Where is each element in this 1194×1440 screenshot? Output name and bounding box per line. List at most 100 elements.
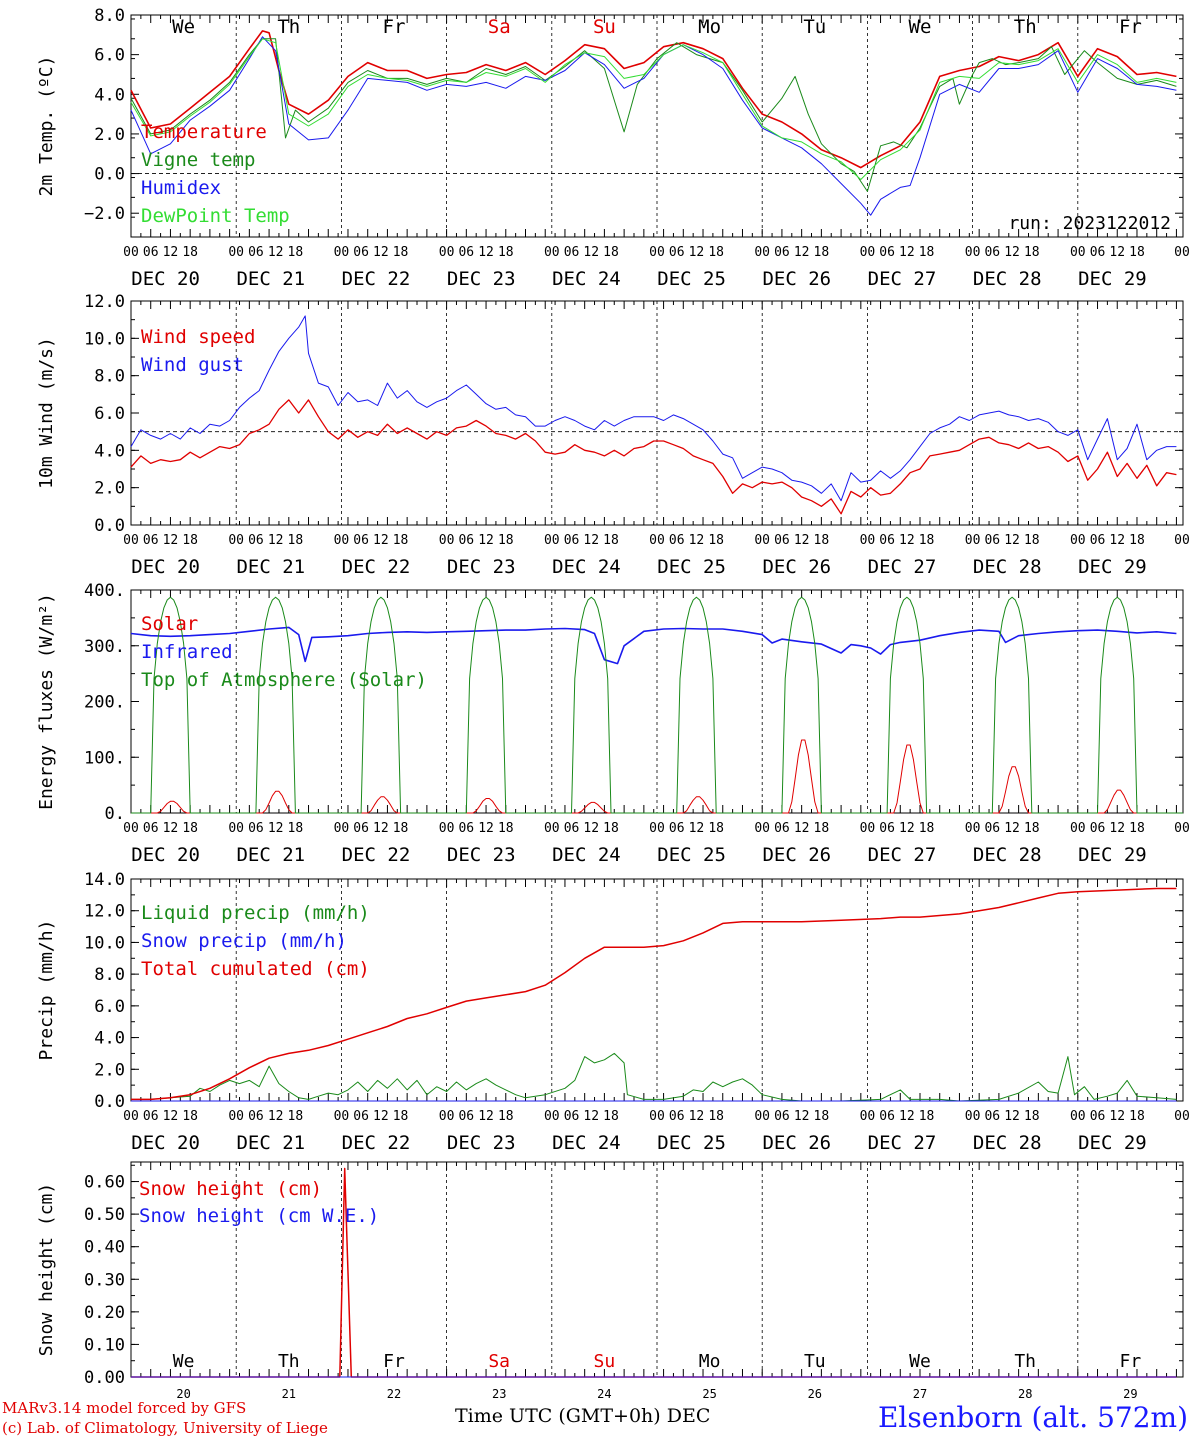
hour-tick-label: 18 [1129, 245, 1145, 260]
hour-tick-label: 06 [984, 533, 1000, 548]
hour-tick-label: 18 [708, 1109, 724, 1124]
hour-tick-label: 06 [143, 533, 159, 548]
hour-tick-label: 12 [794, 821, 810, 836]
hour-tick-label: 18 [393, 821, 409, 836]
hour-tick-label: 06 [458, 821, 474, 836]
hour-tick-label: 06 [774, 821, 790, 836]
hour-tick-label: 06 [143, 1109, 159, 1124]
day-label: DEC 24 [552, 1132, 621, 1154]
hour-tick-label: 12 [583, 245, 599, 260]
day-label: DEC 21 [236, 556, 305, 578]
hour-tick-label: 18 [919, 533, 935, 548]
weekday-label: Tu [803, 16, 826, 38]
hour-tick-label: 12 [268, 1109, 284, 1124]
weekday-label: Su [594, 1351, 616, 1372]
day-label: DEC 25 [657, 556, 726, 578]
weekday-label: We [172, 16, 195, 38]
hour-tick-label: 06 [1090, 1109, 1106, 1124]
y-tick-label: 4.0 [94, 1029, 125, 1049]
y-tick-label: 0.40 [84, 1238, 125, 1258]
hour-tick-label: 06 [984, 1109, 1000, 1124]
series-line [131, 1052, 1177, 1102]
weekday-label: We [909, 16, 932, 38]
day-label: DEC 27 [868, 844, 937, 866]
day-label: DEC 22 [342, 1132, 411, 1154]
hour-tick-label: 00 [439, 821, 455, 836]
y-axis-label: 10m Wind (m/s) [36, 337, 57, 489]
day-label: DEC 23 [447, 844, 516, 866]
x-axis-title: Time UTC (GMT+0h) DEC [455, 1405, 711, 1427]
run-annotation: run: 2023122012 [1008, 213, 1171, 234]
hour-tick-label: 12 [583, 1109, 599, 1124]
y-tick-label: 200. [84, 693, 125, 713]
hour-tick-label: 06 [458, 1109, 474, 1124]
day-label: DEC 21 [236, 1132, 305, 1154]
y-tick-label: 0. [105, 804, 125, 824]
weekday-label: Th [278, 1351, 300, 1372]
hour-tick-label: 00 [860, 821, 876, 836]
y-tick-label: 10.0 [84, 329, 125, 349]
y-tick-label: 10.0 [84, 933, 125, 953]
weekday-label: Su [593, 16, 616, 38]
day-label: DEC 27 [868, 1132, 937, 1154]
hour-tick-label: 18 [288, 821, 304, 836]
y-axis-label: Precip (mm/h) [36, 920, 57, 1061]
weekday-label: Fr [383, 1351, 405, 1372]
legend-entry: Snow height (cm W.E.) [139, 1205, 379, 1227]
y-tick-label: 0.20 [84, 1303, 125, 1323]
hour-tick-label: 18 [182, 821, 198, 836]
hour-tick-label: 12 [478, 1109, 494, 1124]
hour-tick-label: 18 [814, 245, 830, 260]
day-label: DEC 20 [131, 268, 200, 290]
hour-tick-label: 12 [689, 821, 705, 836]
y-tick-label: 4.0 [94, 441, 125, 461]
y-axis-label: 2m Temp. (ºC) [36, 56, 57, 197]
hour-tick-label: 00 [334, 533, 350, 548]
hour-tick-label: 18 [498, 533, 514, 548]
hour-tick-label: 00 [334, 245, 350, 260]
hour-tick-label: 00 [965, 533, 981, 548]
weekday-label: Fr [1120, 1351, 1142, 1372]
hour-tick-label: 06 [458, 245, 474, 260]
hour-tick-label: 18 [393, 533, 409, 548]
y-tick-label: 6.0 [94, 46, 125, 66]
hour-tick-label: 00 [965, 1109, 981, 1124]
day-label: DEC 24 [552, 268, 621, 290]
hour-tick-label: 18 [919, 1109, 935, 1124]
chart-panel-3: 400. 300. 200. 100. 0. Energy fluxes (W/m²) 00… [36, 581, 1190, 866]
hour-tick-label: 06 [353, 821, 369, 836]
credit-line-model: MARv3.14 model forced by GFS [2, 1399, 247, 1417]
weekday-label: Sa [488, 1351, 510, 1372]
day-label: DEC 26 [762, 268, 831, 290]
hour-tick-label: 06 [774, 533, 790, 548]
day-number-label: 20 [176, 1387, 190, 1401]
hour-tick-label: 12 [373, 533, 389, 548]
y-tick-label: 0.50 [84, 1205, 125, 1225]
hour-tick-label: 18 [498, 821, 514, 836]
hour-tick-label: 18 [498, 1109, 514, 1124]
hour-tick-label: 06 [669, 821, 685, 836]
hour-tick-label: 00 [649, 821, 665, 836]
hour-tick-label: 12 [478, 533, 494, 548]
y-tick-label: 14.0 [84, 870, 125, 890]
hour-tick-label: 18 [919, 245, 935, 260]
y-tick-label: 8.0 [94, 6, 125, 26]
hour-tick-label: 06 [564, 245, 580, 260]
day-label: DEC 26 [762, 1132, 831, 1154]
hour-tick-label: 00 [228, 821, 244, 836]
hour-tick-label: 00 [1174, 1109, 1190, 1124]
hour-tick-label: 06 [564, 1109, 580, 1124]
hour-tick-label: 12 [583, 533, 599, 548]
hour-tick-label: 00 [123, 245, 139, 260]
hour-tick-label: 06 [143, 245, 159, 260]
day-label: DEC 26 [762, 844, 831, 866]
hour-tick-label: 06 [353, 245, 369, 260]
hour-tick-label: 06 [248, 533, 264, 548]
weekday-label: We [173, 1351, 195, 1372]
hour-tick-label: 06 [248, 1109, 264, 1124]
hour-tick-label: 06 [564, 533, 580, 548]
legend-entry: Humidex [141, 177, 221, 199]
day-label: DEC 28 [973, 844, 1042, 866]
hour-tick-label: 18 [603, 821, 619, 836]
hour-tick-label: 00 [860, 533, 876, 548]
